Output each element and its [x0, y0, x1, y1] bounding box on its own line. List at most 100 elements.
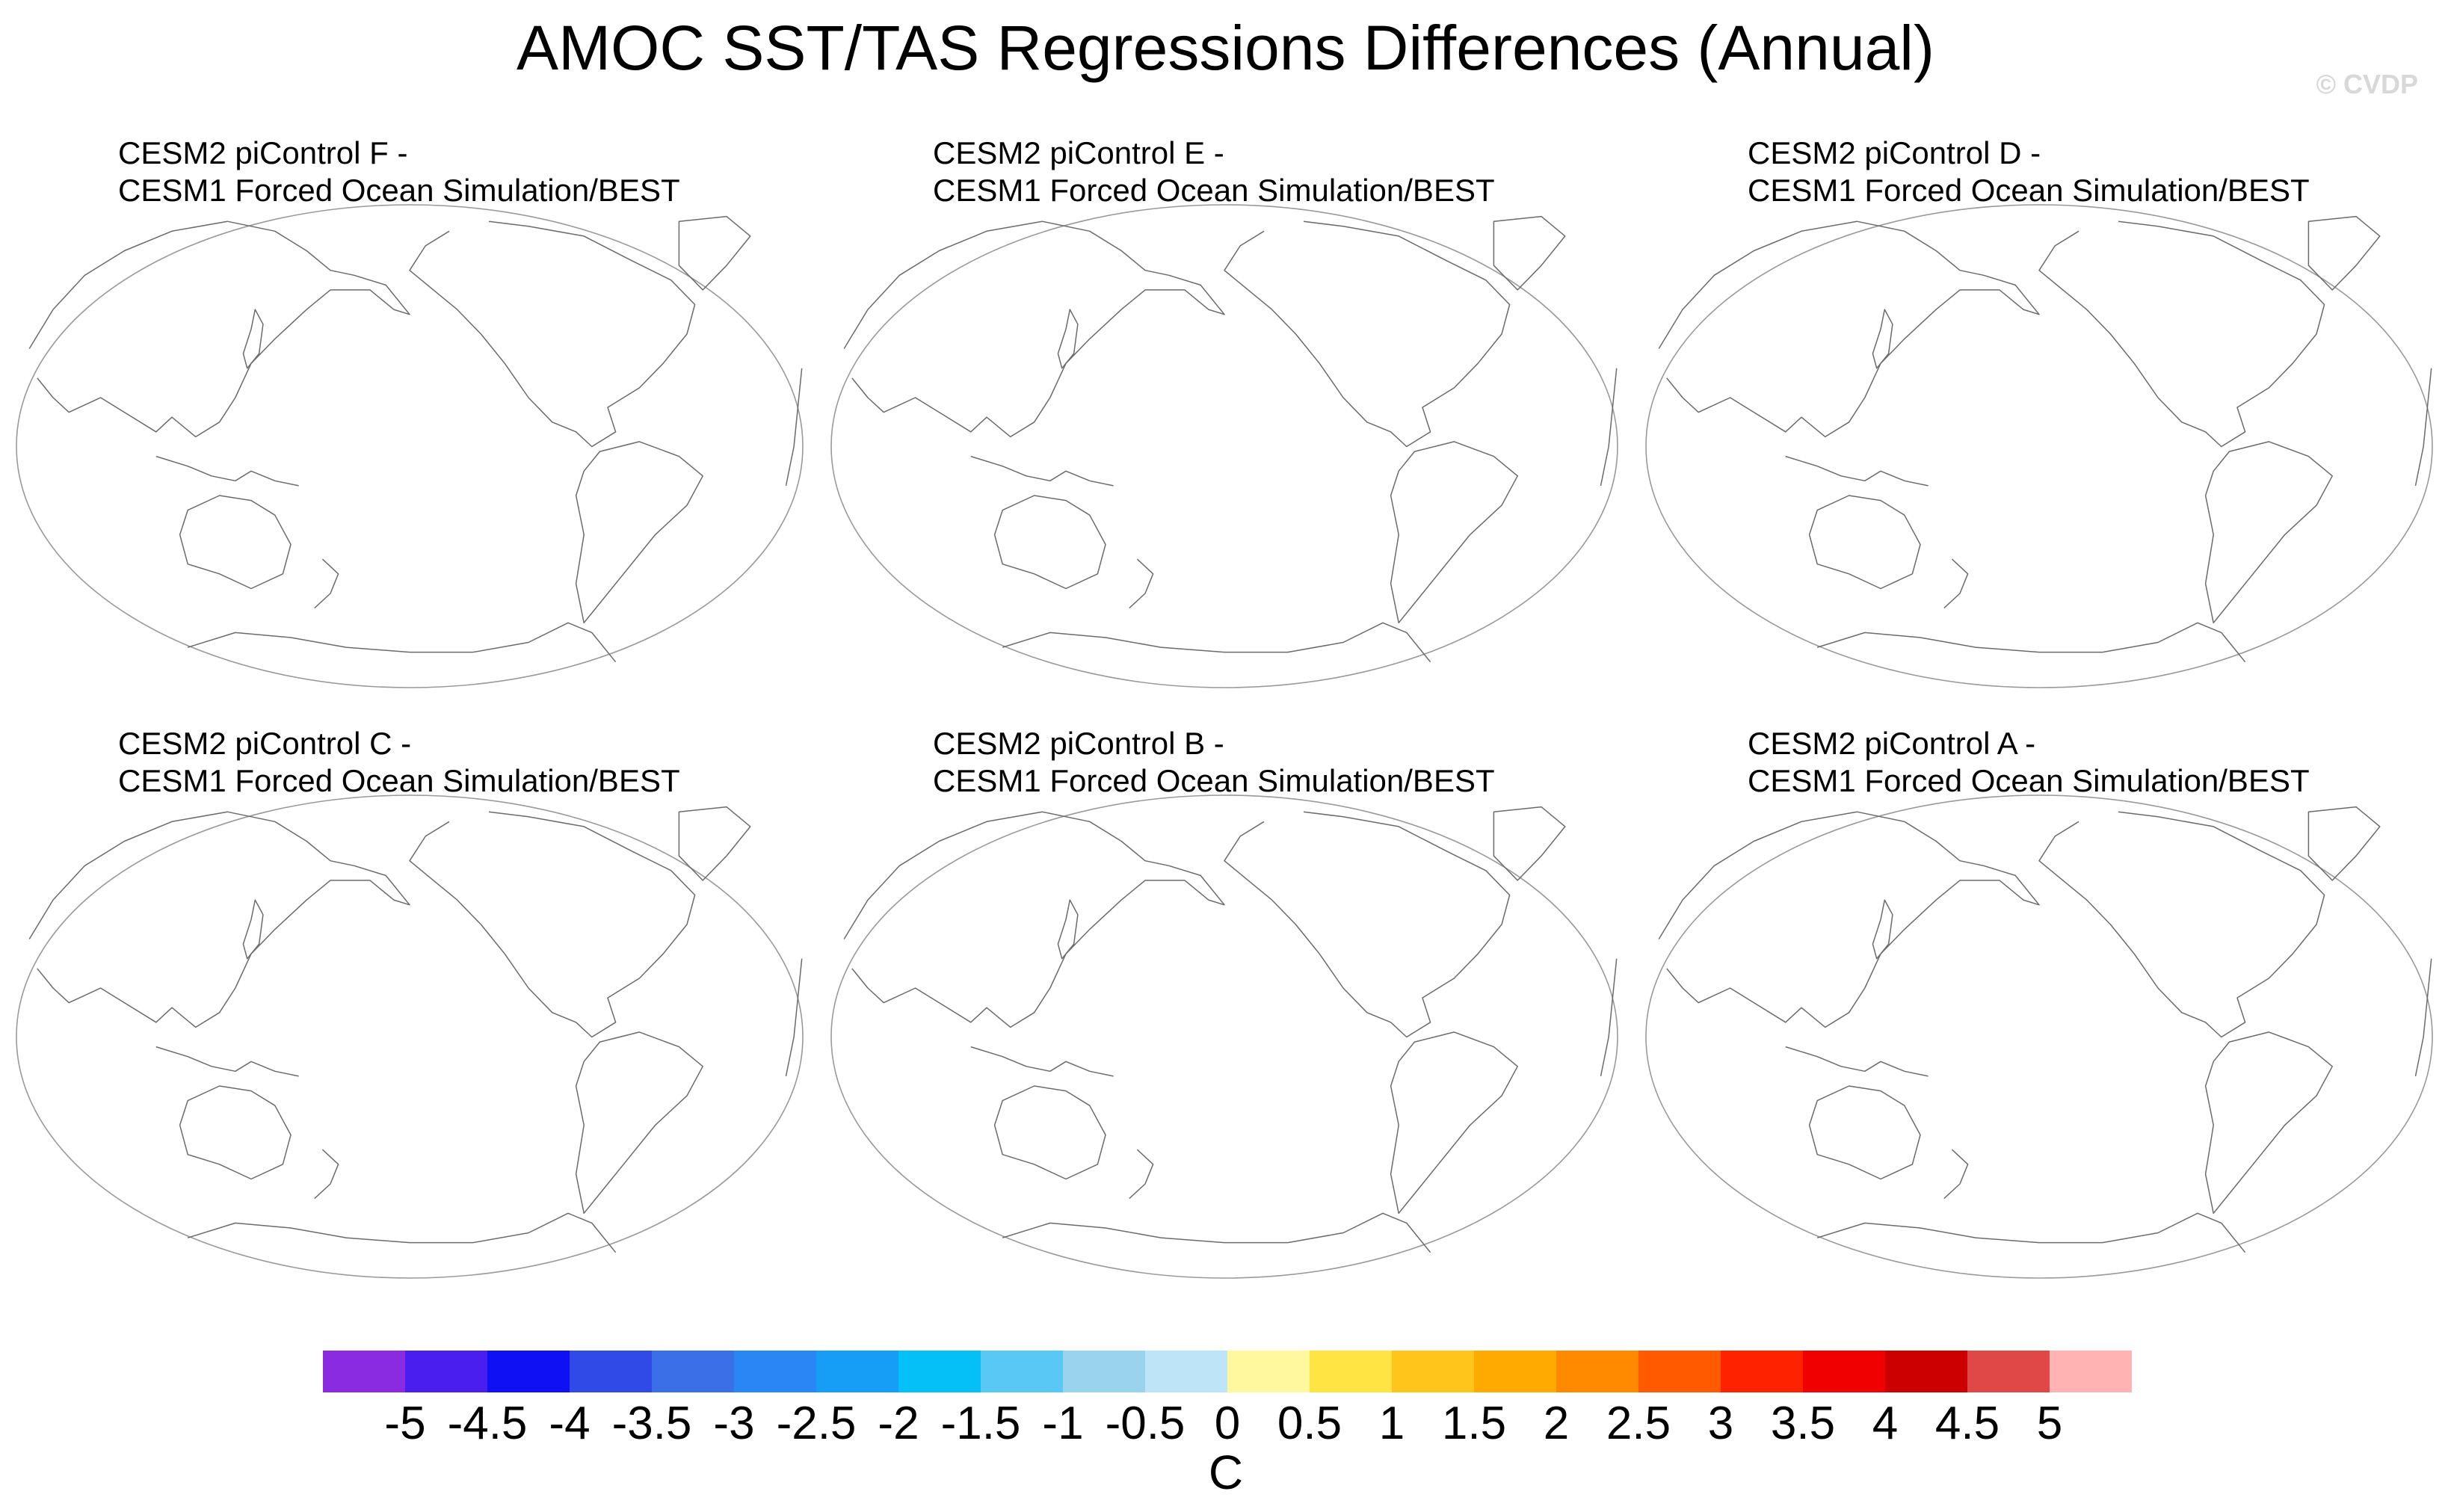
colorbar-swatch	[1063, 1351, 1146, 1392]
panel-title: CESM2 piControl D - CESM1 Forced Ocean S…	[1748, 135, 2310, 209]
colorbar-swatch	[1556, 1351, 1639, 1392]
colorbar-swatch	[323, 1351, 406, 1392]
colorbar-swatch	[734, 1351, 817, 1392]
colorbar-swatch	[898, 1351, 981, 1392]
colorbar-swatch	[816, 1351, 899, 1392]
panel-title-line2: CESM1 Forced Ocean Simulation/BEST	[118, 173, 680, 208]
globe-outline	[1645, 794, 2433, 1279]
maritime-islands	[1785, 1046, 1929, 1077]
panel-title: CESM2 piControl B - CESM1 Forced Ocean S…	[933, 725, 1495, 800]
colorbar-tick-label: -2	[878, 1398, 919, 1449]
australia-coast	[179, 495, 292, 590]
south-america-coast	[575, 1031, 703, 1215]
africa-coast	[785, 368, 803, 487]
eurasia-coast	[1658, 220, 2040, 438]
colorbar-swatch	[1803, 1351, 1886, 1392]
japan-coast	[242, 309, 264, 369]
colorbar-tick-label: 0	[1214, 1398, 1241, 1449]
south-america-coast	[1390, 441, 1518, 624]
japan-coast	[1057, 309, 1079, 369]
colorbar-tick-label: 4	[1872, 1398, 1899, 1449]
greenland-coast	[2307, 806, 2381, 881]
panel-title-line2: CESM1 Forced Ocean Simulation/BEST	[1748, 173, 2310, 208]
map-panel-a: CESM2 piControl A - CESM1 Forced Ocean S…	[1630, 725, 2437, 1293]
colorbar-swatch	[1885, 1351, 1968, 1392]
north-america-coast	[409, 811, 696, 1038]
world-map	[1645, 794, 2433, 1279]
panel-title-line2: CESM1 Forced Ocean Simulation/BEST	[933, 763, 1495, 798]
panel-title-line1: CESM2 piControl F -	[118, 135, 408, 170]
south-america-coast	[1390, 1031, 1518, 1215]
map-panel-f: CESM2 piControl F - CESM1 Forced Ocean S…	[0, 135, 807, 703]
maritime-islands	[970, 1046, 1114, 1077]
watermark: © CVDP	[2316, 69, 2418, 99]
colorbar-tick-label: -3	[713, 1398, 755, 1449]
globe-outline	[1645, 204, 2433, 688]
north-america-coast	[1224, 220, 1511, 448]
colorbar-tick-label: 1	[1378, 1398, 1405, 1449]
africa-coast	[1600, 958, 1618, 1077]
colorbar-tick-label: 0.5	[1277, 1398, 1342, 1449]
antarctica-coast	[1816, 622, 2246, 663]
colorbar-swatch	[1638, 1351, 1721, 1392]
maritime-islands	[970, 455, 1114, 487]
new-zealand-coast	[1129, 1149, 1154, 1200]
panel-title: CESM2 piControl C - CESM1 Forced Ocean S…	[118, 725, 680, 800]
antarctica-coast	[1816, 1212, 2246, 1253]
world-map	[830, 794, 1618, 1279]
colorbar	[323, 1351, 2132, 1392]
globe-outline	[830, 204, 1618, 688]
greenland-coast	[1493, 215, 1566, 291]
africa-coast	[2414, 958, 2432, 1077]
colorbar-tick-label: -4	[549, 1398, 591, 1449]
figure-title: AMOC SST/TAS Regressions Differences (An…	[517, 13, 1934, 83]
maritime-islands	[155, 1046, 299, 1077]
colorbar-tick-label: -0.5	[1105, 1398, 1186, 1449]
colorbar-swatch	[1310, 1351, 1393, 1392]
antarctica-coast	[187, 1212, 617, 1253]
japan-coast	[1057, 899, 1079, 960]
eurasia-coast	[1658, 811, 2040, 1028]
panel-title: CESM2 piControl A - CESM1 Forced Ocean S…	[1748, 725, 2310, 800]
colorbar-swatch	[1145, 1351, 1228, 1392]
colorbar-swatch	[981, 1351, 1064, 1392]
new-zealand-coast	[314, 1149, 339, 1200]
new-zealand-coast	[1129, 558, 1154, 609]
panel-title-line2: CESM1 Forced Ocean Simulation/BEST	[118, 763, 680, 798]
colorbar-swatch	[2050, 1351, 2132, 1392]
colorbar-swatch	[1967, 1351, 2050, 1392]
greenland-coast	[1493, 806, 1566, 881]
colorbar-swatch	[487, 1351, 570, 1392]
globe-outline	[16, 794, 804, 1279]
colorbar-swatch	[1474, 1351, 1557, 1392]
colorbar-tick-label: 3.5	[1770, 1398, 1836, 1449]
eurasia-coast	[843, 811, 1225, 1028]
new-zealand-coast	[1943, 1149, 1969, 1200]
panel-title-line1: CESM2 piControl C -	[118, 726, 412, 761]
colorbar-tick-label: 5	[2036, 1398, 2063, 1449]
colorbar-tick-label: -1	[1042, 1398, 1084, 1449]
colorbar-tick-label: 2.5	[1606, 1398, 1671, 1449]
colorbar-tick-label: 2	[1543, 1398, 1570, 1449]
globe-outline	[16, 204, 804, 688]
colorbar-tick-label: 3	[1707, 1398, 1734, 1449]
japan-coast	[1872, 309, 1893, 369]
world-map	[830, 204, 1618, 688]
panel-title-line1: CESM2 piControl D -	[1748, 135, 2041, 170]
africa-coast	[785, 958, 803, 1077]
colorbar-tick-label: -3.5	[611, 1398, 692, 1449]
map-panel-b: CESM2 piControl B - CESM1 Forced Ocean S…	[815, 725, 1622, 1293]
new-zealand-coast	[314, 558, 339, 609]
maritime-islands	[1785, 455, 1929, 487]
panel-title-line1: CESM2 piControl E -	[933, 135, 1224, 170]
colorbar-tick-label: -2.5	[776, 1398, 857, 1449]
world-map	[16, 794, 804, 1279]
colorbar-units: C	[1208, 1445, 1244, 1499]
japan-coast	[242, 899, 264, 960]
colorbar-tick-label: -1.5	[940, 1398, 1021, 1449]
antarctica-coast	[187, 622, 617, 663]
greenland-coast	[2307, 215, 2381, 291]
south-america-coast	[2204, 1031, 2333, 1215]
north-america-coast	[409, 220, 696, 448]
panel-title-line2: CESM1 Forced Ocean Simulation/BEST	[1748, 763, 2310, 798]
